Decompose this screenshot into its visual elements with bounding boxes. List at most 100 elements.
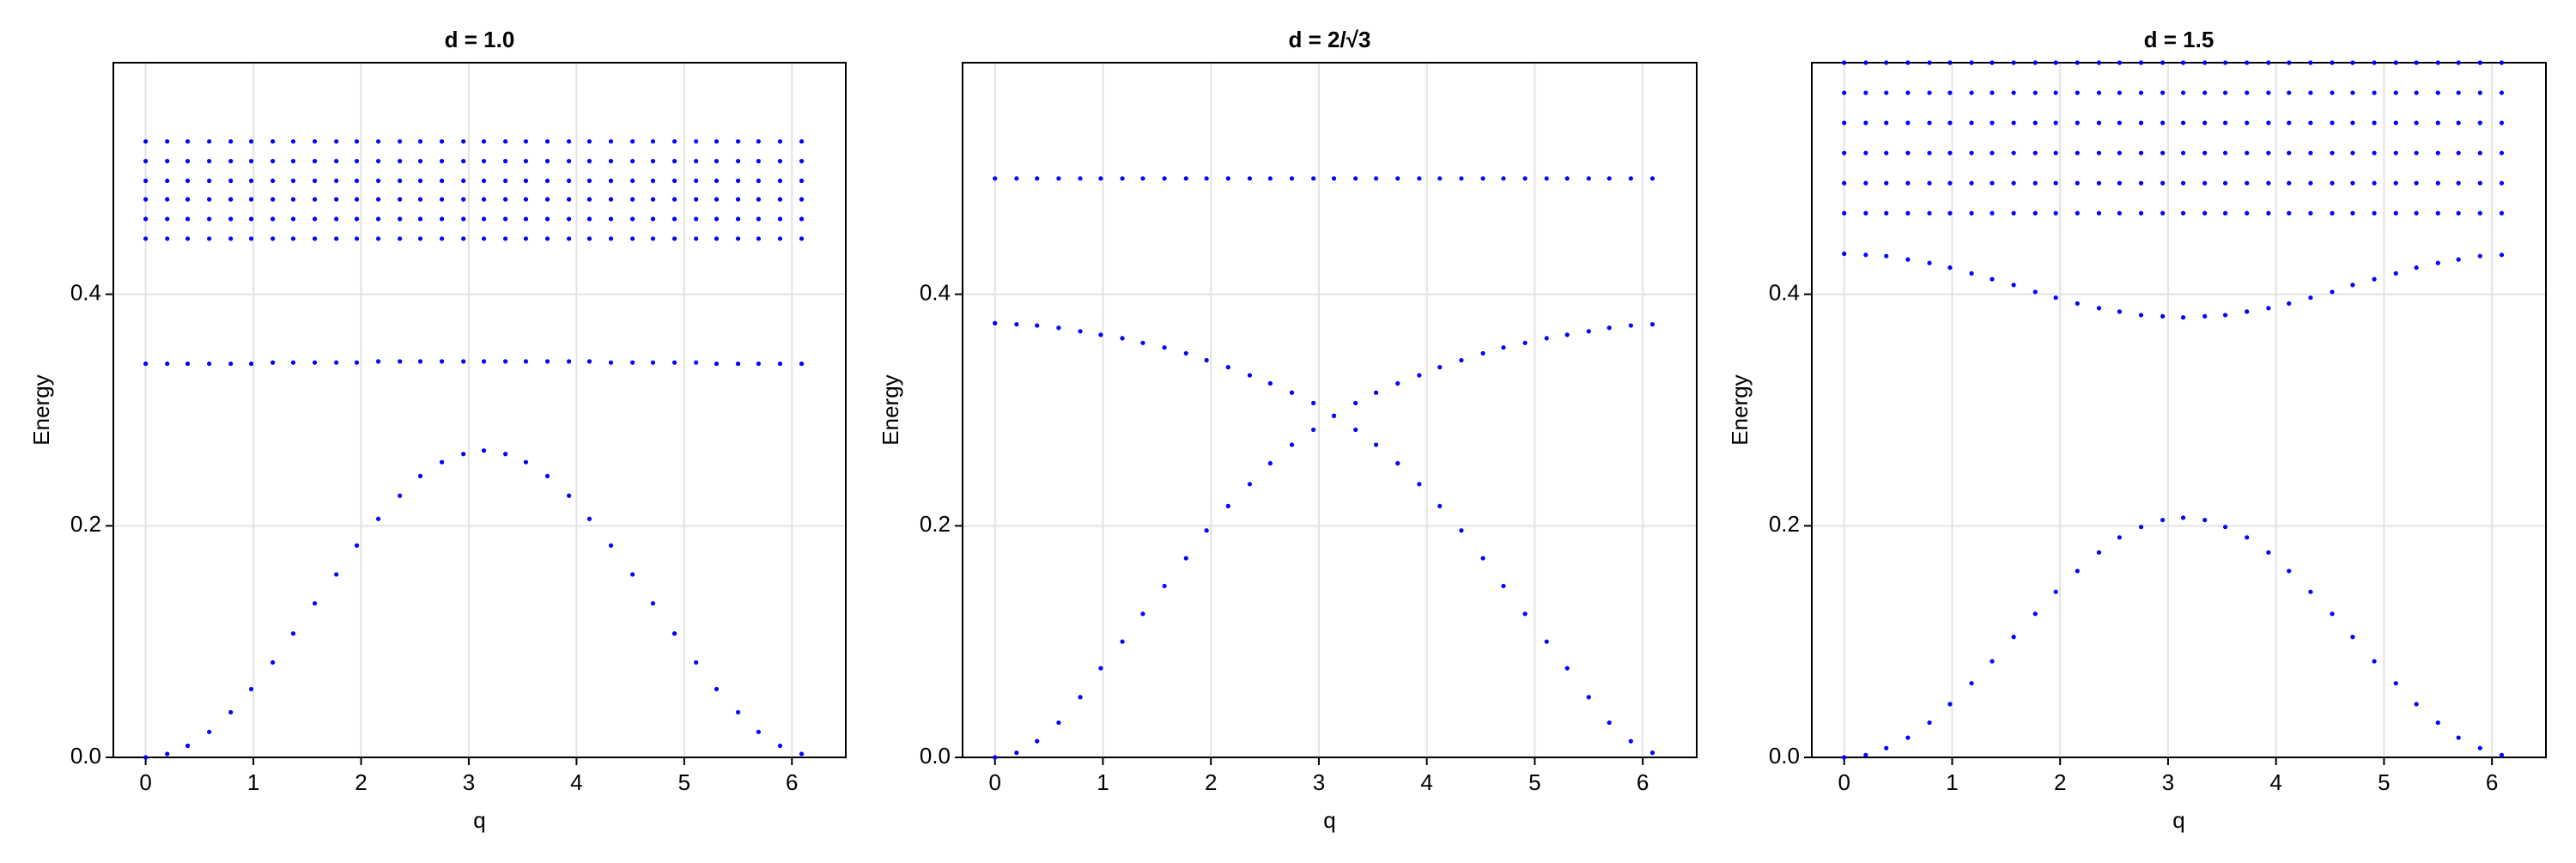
data-point [1225,365,1230,370]
data-point [143,178,149,184]
data-point [1649,322,1656,327]
data-point [2245,90,2250,95]
data-point [2075,210,2080,216]
x-tick-label: 3 [463,769,475,795]
data-point [2372,210,2377,216]
data-point [1120,336,1125,341]
data-point [1905,210,1911,216]
data-point [1459,357,1464,363]
data-point [334,236,339,241]
data-point [2266,210,2271,216]
data-point [1501,583,1506,589]
data-point [1884,60,1889,65]
data-point [398,236,403,241]
data-point [334,360,339,365]
data-point [2330,210,2335,216]
data-point [165,216,170,222]
data-point [1628,176,1633,181]
data-point [2138,525,2144,530]
data-point [2222,90,2228,95]
data-point [312,360,318,365]
data-point [544,178,550,184]
data-point [650,159,656,164]
data-point [1183,350,1188,356]
data-point [2414,120,2419,125]
data-point [2393,180,2398,185]
data-point [567,178,572,184]
data-point [481,159,487,164]
data-point [756,236,761,241]
data-point [481,448,487,453]
data-point [1905,150,1911,155]
data-point [694,236,699,241]
data-point [417,236,423,241]
data-point [694,197,699,202]
data-point [2350,60,2355,65]
data-point [630,197,635,202]
data-point [1990,210,1995,216]
y-tick-label: 0.4 [920,280,951,306]
data-point [567,359,572,364]
data-point [1947,120,1953,125]
data-point [1373,442,1379,447]
data-point [1078,329,1083,334]
data-point [354,360,360,365]
data-point [398,139,403,144]
data-point [523,178,529,184]
data-point [439,159,445,164]
data-point [290,236,296,241]
data-point [2138,180,2144,185]
data-point [1842,90,1847,95]
data-point [2435,150,2440,155]
data-point [1331,413,1337,418]
x-tick-label: 4 [1420,769,1432,795]
data-point [2287,90,2292,95]
data-point [1607,720,1612,726]
data-point [1522,176,1528,181]
data-point [2180,315,2186,320]
data-point [2372,120,2377,125]
data-point [207,729,212,734]
data-point [2330,120,2335,125]
subplot: 0 1 2 3 4 5 6 0.0 0.2 0.4 d = 1.0 q Energy [28,27,847,833]
data-point [2011,180,2016,185]
data-point [2202,60,2208,65]
data-point [1353,400,1358,406]
data-point [2372,150,2377,155]
y-axis-label: Energy [1727,374,1753,445]
data-point [1969,90,1974,95]
x-tick-label: 2 [1205,769,1217,795]
data-point [143,159,149,164]
data-point [2308,150,2313,155]
x-tick-label: 6 [1637,769,1649,795]
data-point [2138,90,2144,95]
data-point [2011,210,2016,216]
data-point [2499,180,2505,185]
data-point [417,216,423,222]
data-point [2308,120,2313,125]
data-point [2393,60,2398,65]
data-point [2435,120,2440,125]
data-point [608,543,614,548]
data-point [2308,180,2313,185]
data-point [270,360,276,365]
data-point [714,197,720,202]
data-point [481,139,487,144]
data-point [185,197,191,202]
data-point [290,139,296,144]
data-point [461,452,466,457]
data-point [334,197,339,202]
data-point [1267,460,1273,466]
data-point [2287,150,2292,155]
data-point [1863,60,1868,65]
data-point [1947,150,1953,155]
data-point [1969,120,1974,125]
data-point [228,216,234,222]
data-point [2160,180,2166,185]
data-point [523,216,529,222]
data-point [2287,120,2292,125]
data-point [1863,180,1868,185]
data-point [228,159,234,164]
data-point [2414,90,2419,95]
data-point [270,659,276,665]
